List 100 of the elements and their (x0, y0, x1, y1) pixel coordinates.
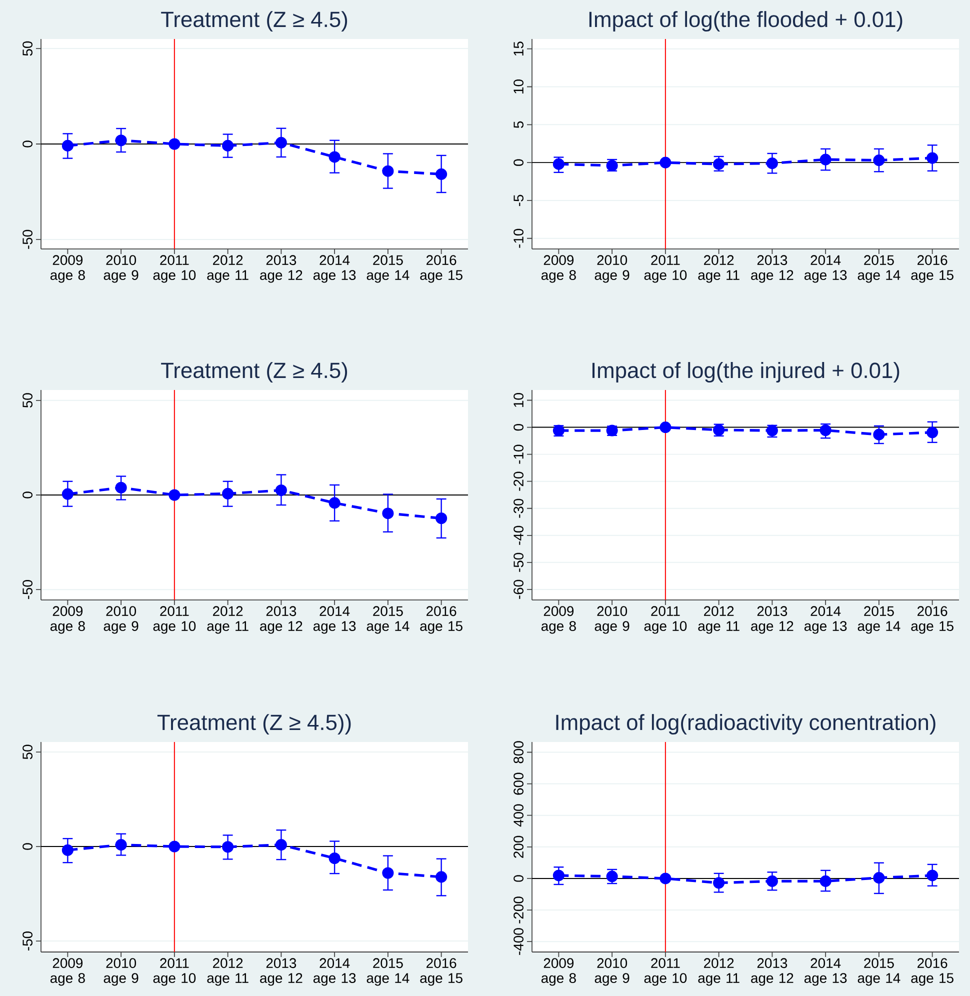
x-tick-label: 2011 age 10 (644, 255, 687, 283)
x-tick-label: 2016 age 15 (911, 958, 954, 986)
y-tick-label: -400 (514, 928, 524, 955)
x-tick-label: 2009 age 8 (50, 958, 85, 986)
x-tick-label: 2015 age 14 (858, 958, 900, 986)
y-tick-label: 800 (514, 741, 524, 764)
y-tick-label: 50 (22, 393, 32, 408)
point (436, 871, 448, 883)
x-tick-label: 2013 age 12 (751, 255, 794, 283)
x-tick-label: 2011 age 10 (644, 958, 687, 986)
x-tick-label: 2012 age 11 (698, 255, 740, 283)
point (62, 140, 74, 152)
y-tick-label: -30 (514, 498, 524, 518)
point (660, 156, 672, 168)
x-tick-label: 2009 age 8 (541, 958, 576, 986)
y-tick-label: 0 (22, 140, 32, 148)
point (275, 136, 287, 148)
y-tick-label: 10 (514, 80, 524, 94)
y-tick-label: 5 (514, 121, 524, 128)
point (275, 484, 287, 496)
y-tick-label: 600 (514, 772, 524, 795)
point (328, 151, 340, 163)
y-tick-label: 0 (514, 875, 524, 882)
point (382, 867, 394, 879)
y-tick-label: -20 (514, 472, 524, 491)
x-tick-label: 2015 age 14 (858, 606, 900, 634)
x-tick-label: 2009 age 8 (50, 606, 85, 634)
chart-title: Treatment (Z ≥ 4.5) (161, 11, 348, 32)
point (820, 154, 832, 166)
x-tick-label: 2013 age 12 (260, 606, 302, 634)
x-tick-label: 2014 age 13 (804, 255, 847, 283)
point (552, 870, 564, 882)
point (222, 841, 234, 853)
point (926, 152, 938, 164)
chart-title: Treatment (Z ≥ 4.5)) (157, 714, 351, 734)
point (222, 488, 234, 500)
x-tick-label: 2012 age 11 (207, 606, 248, 634)
point (926, 870, 938, 882)
x-tick-label: 2012 age 11 (698, 958, 740, 986)
point (766, 158, 778, 170)
x-tick-label: 2010 age 9 (594, 255, 630, 283)
point (436, 512, 448, 524)
point (275, 839, 287, 851)
y-tick-label: 0 (22, 492, 32, 498)
y-tick-label: -40 (514, 526, 524, 545)
x-tick-label: 2013 age 12 (260, 958, 302, 986)
point (115, 134, 127, 146)
x-tick-label: 2013 age 12 (751, 606, 794, 634)
x-tick-label: 2012 age 11 (207, 958, 248, 986)
y-tick-label: -50 (22, 230, 32, 249)
y-tick-label: 50 (22, 744, 32, 760)
x-tick-label: 2016 age 15 (420, 255, 462, 283)
x-tick-label: 2009 age 8 (541, 606, 576, 634)
point (382, 508, 394, 520)
x-tick-label: 2016 age 15 (911, 606, 954, 634)
x-tick-label: 2013 age 12 (751, 958, 794, 986)
point (328, 852, 340, 864)
y-tick-label: 15 (514, 42, 524, 56)
x-tick-label: 2010 age 9 (594, 606, 630, 634)
point (713, 158, 725, 170)
x-tick-label: 2015 age 14 (858, 255, 900, 283)
x-tick-label: 2014 age 13 (313, 606, 356, 634)
y-tick-label: 200 (514, 836, 524, 858)
x-tick-label: 2011 age 10 (153, 958, 196, 986)
point (873, 154, 885, 166)
y-tick-label: 400 (514, 804, 524, 827)
x-tick-label: 2009 age 8 (541, 255, 576, 283)
y-tick-label: -50 (22, 931, 32, 950)
x-tick-label: 2011 age 10 (153, 255, 196, 283)
point (713, 877, 725, 889)
x-tick-label: 2014 age 13 (313, 958, 356, 986)
point (766, 875, 778, 887)
chart-title: Treatment (Z ≥ 4.5) (161, 362, 348, 382)
x-tick-label: 2010 age 9 (594, 958, 630, 986)
x-tick-label: 2011 age 10 (644, 606, 687, 634)
x-tick-label: 2014 age 13 (804, 606, 847, 634)
chart-title: Impact of log(the flooded + 0.01) (589, 11, 902, 32)
point (820, 875, 832, 887)
x-tick-label: 2016 age 15 (420, 958, 462, 986)
x-tick-label: 2014 age 13 (804, 958, 847, 986)
x-tick-label: 2014 age 13 (313, 255, 356, 283)
y-tick-label: -10 (514, 228, 524, 248)
point (436, 168, 448, 180)
y-tick-label: 0 (514, 159, 524, 166)
chart-title: Impact of log(radioactivity conentration) (556, 714, 936, 734)
point (62, 488, 74, 500)
x-tick-label: 2012 age 11 (207, 255, 248, 283)
point (62, 844, 74, 856)
x-tick-label: 2015 age 14 (366, 255, 410, 283)
point (552, 158, 564, 170)
x-tick-label: 2011 age 10 (153, 606, 196, 634)
x-tick-label: 2010 age 9 (104, 606, 138, 634)
x-tick-label: 2010 age 9 (104, 958, 138, 986)
point (873, 872, 885, 884)
x-tick-label: 2010 age 9 (104, 255, 138, 283)
point (328, 497, 340, 509)
chart-title: Impact of log(the injured + 0.01) (592, 362, 900, 382)
point (660, 872, 672, 884)
y-tick-label: -60 (514, 580, 524, 599)
point (115, 839, 127, 851)
